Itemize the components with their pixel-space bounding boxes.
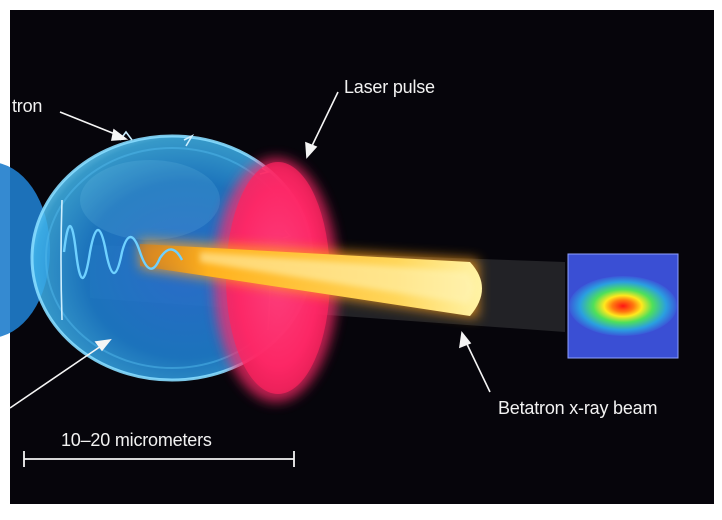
betatron-beam-label: Betatron x-ray beam [498, 398, 658, 418]
annotation-arrows [9, 91, 491, 409]
xray-beam [140, 240, 482, 318]
electron-label: tron [12, 96, 43, 116]
scale-bar [23, 451, 295, 467]
xray-detector-image [567, 253, 679, 359]
electron-oscillation-path [62, 225, 184, 279]
scale-bar-label: 10–20 micrometers [61, 430, 212, 450]
laser-pulse-label: Laser pulse [344, 77, 435, 97]
